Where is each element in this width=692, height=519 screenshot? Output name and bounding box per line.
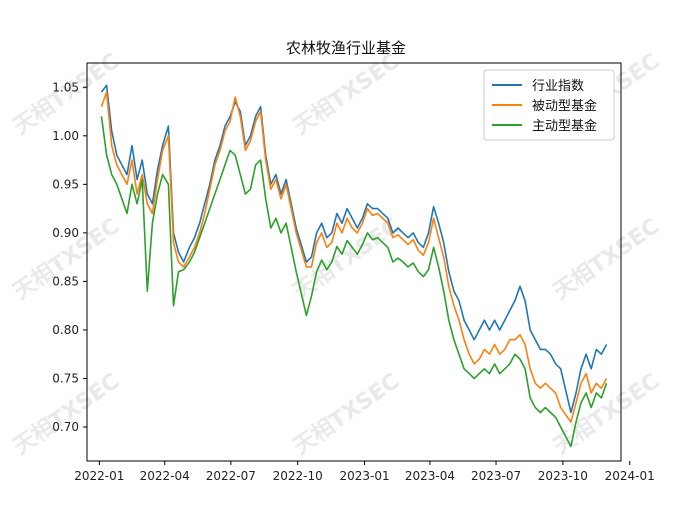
- y-tick-label: 1.00: [52, 129, 79, 143]
- series-line-3: [100, 116, 608, 448]
- series-line-2: [100, 91, 608, 424]
- series-line-1: [100, 84, 608, 414]
- y-tick-label: 0.90: [52, 226, 79, 240]
- chart-title: 农林牧渔行业基金: [286, 39, 406, 57]
- x-tick-label: 2023-07: [471, 469, 521, 483]
- y-tick-label: 1.05: [52, 80, 79, 94]
- x-tick-label: 2022-01: [74, 469, 124, 483]
- legend-box: [483, 69, 615, 141]
- x-tick-label: 2022-07: [206, 469, 256, 483]
- y-tick-label: 0.75: [52, 371, 79, 385]
- x-tick-label: 2024-01: [605, 469, 655, 483]
- y-tick-label: 0.85: [52, 274, 79, 288]
- plot-frame: [86, 62, 622, 462]
- x-tick-label: 2023-01: [339, 469, 389, 483]
- x-tick-label: 2023-04: [405, 469, 455, 483]
- legend-label: 主动型基金: [532, 118, 597, 134]
- y-tick-label: 0.70: [52, 420, 79, 434]
- legend-label: 行业指数: [532, 79, 584, 94]
- x-axis: 2022-01 2022-04 2022-07 2022-10 2023-01 2023-…: [74, 461, 655, 483]
- plot-area: [100, 84, 608, 448]
- y-axis: 0.70 0.75 0.80 0.85 0.90 0.95 1.00 1.05: [52, 80, 87, 434]
- y-tick-label: 0.80: [52, 323, 79, 337]
- y-tick-label: 0.95: [52, 177, 79, 191]
- x-tick-label: 2022-10: [273, 469, 323, 483]
- x-tick-label: 2023-10: [538, 469, 588, 483]
- legend-label: 被动型基金: [532, 98, 597, 114]
- x-tick-label: 2022-04: [140, 469, 190, 483]
